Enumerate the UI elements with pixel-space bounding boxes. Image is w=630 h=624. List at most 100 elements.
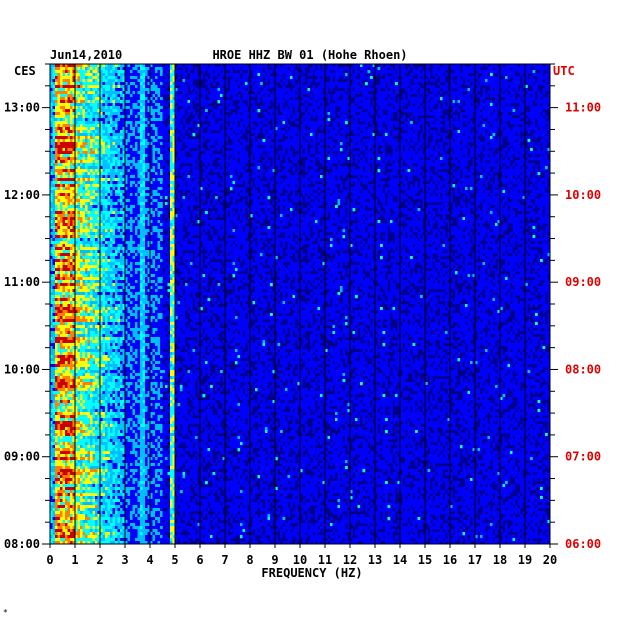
spectrogram-cell [145, 85, 148, 89]
spectrogram-cell [332, 109, 336, 113]
spectrogram-cell [255, 64, 258, 68]
spectrogram-cell [317, 157, 321, 161]
spectrogram-cell [472, 109, 476, 113]
spectrogram-cell [247, 94, 251, 98]
spectrogram-cell [490, 139, 493, 143]
spectrogram-cell [382, 100, 386, 104]
spectrogram-cell [142, 106, 146, 110]
spectrogram-cell [125, 142, 128, 146]
spectrogram-cell [490, 142, 493, 146]
spectrogram-cell [107, 148, 111, 152]
spectrogram-cell [122, 88, 126, 92]
spectrogram-cell [195, 94, 198, 98]
spectrogram-cell [280, 142, 283, 146]
spectrogram-cell [282, 91, 286, 95]
spectrogram-cell [137, 139, 141, 143]
spectrogram-cell [265, 157, 268, 161]
spectrogram-cell [105, 67, 108, 71]
spectrogram-cell [175, 148, 178, 152]
spectrogram-cell [395, 145, 398, 149]
spectrogram-cell [477, 139, 481, 143]
spectrogram-cell [52, 145, 56, 149]
spectrogram-cell [100, 139, 103, 143]
spectrogram-cell [102, 88, 106, 92]
spectrogram-cell [210, 121, 213, 125]
spectrogram-cell [140, 130, 143, 134]
spectrogram-cell [115, 94, 118, 98]
spectrogram-cell [395, 124, 398, 128]
spectrogram-cell [57, 160, 61, 164]
spectrogram-cell [355, 130, 358, 134]
spectrogram-cell [355, 82, 358, 86]
spectrogram-cell [120, 145, 123, 149]
spectrogram-cell [327, 115, 331, 119]
spectrogram-cell [482, 121, 486, 125]
spectrogram-cell [367, 106, 371, 110]
spectrogram-cell [402, 82, 406, 86]
spectrogram-cell [537, 109, 541, 113]
spectrogram-cell [147, 148, 151, 152]
spectrogram-cell [310, 79, 313, 83]
spectrogram-cell [75, 70, 78, 74]
spectrogram-cell [130, 151, 133, 155]
spectrogram-cell [102, 139, 106, 143]
spectrogram-cell [175, 157, 178, 161]
spectrogram-cell [182, 70, 186, 74]
spectrogram-cell [410, 160, 413, 164]
spectrogram-cell [160, 121, 163, 125]
spectrogram-cell [77, 115, 81, 119]
spectrogram-cell [257, 88, 261, 92]
spectrogram-cell [320, 133, 323, 137]
spectrogram-cell [160, 142, 163, 146]
spectrogram-cell [262, 121, 266, 125]
spectrogram-cell [195, 139, 198, 143]
spectrogram-cell [317, 136, 321, 140]
spectrogram-cell [457, 148, 461, 152]
spectrogram-cell [185, 124, 188, 128]
spectrogram-cell [120, 115, 123, 119]
spectrogram-cell [212, 121, 216, 125]
spectrogram-cell [167, 154, 171, 158]
spectrogram-cell [237, 130, 241, 134]
spectrogram-cell [390, 142, 393, 146]
spectrogram-cell [342, 136, 346, 140]
spectrogram-cell [325, 106, 328, 110]
spectrogram-cell [287, 64, 291, 68]
spectrogram-cell [540, 139, 543, 143]
spectrogram-cell [272, 115, 276, 119]
spectrogram-cell [457, 139, 461, 143]
spectrogram-cell [280, 106, 283, 110]
spectrogram-cell [512, 97, 516, 101]
spectrogram-cell [77, 79, 81, 83]
spectrogram-cell [465, 73, 468, 77]
spectrogram-cell [127, 115, 131, 119]
spectrogram-cell [412, 97, 416, 101]
spectrogram-cell [80, 67, 83, 71]
spectrogram-cell [137, 100, 141, 104]
spectrogram-cell [282, 142, 286, 146]
spectrogram-cell [57, 121, 61, 125]
spectrogram-cell [242, 148, 246, 152]
spectrogram-cell [192, 160, 196, 164]
spectrogram-cell [97, 91, 101, 95]
spectrogram-cell [430, 106, 433, 110]
spectrogram-cell [125, 151, 128, 155]
spectrogram-cell [422, 109, 426, 113]
spectrogram-cell [112, 136, 116, 140]
spectrogram-cell [90, 139, 93, 143]
spectrogram-cell [130, 91, 133, 95]
spectrogram-cell [85, 112, 88, 116]
spectrogram-cell [420, 139, 423, 143]
spectrogram-cell [105, 97, 108, 101]
spectrogram-cell [392, 82, 396, 86]
spectrogram-cell [152, 142, 156, 146]
spectrogram-cell [120, 130, 123, 134]
spectrogram-cell [117, 148, 121, 152]
spectrogram-cell [495, 130, 498, 134]
spectrogram-cell [122, 100, 126, 104]
spectrogram-cell [317, 139, 321, 143]
spectrogram-cell [392, 148, 396, 152]
spectrogram-cell [75, 142, 78, 146]
spectrogram-cell [337, 94, 341, 98]
spectrogram-cell [287, 142, 291, 146]
